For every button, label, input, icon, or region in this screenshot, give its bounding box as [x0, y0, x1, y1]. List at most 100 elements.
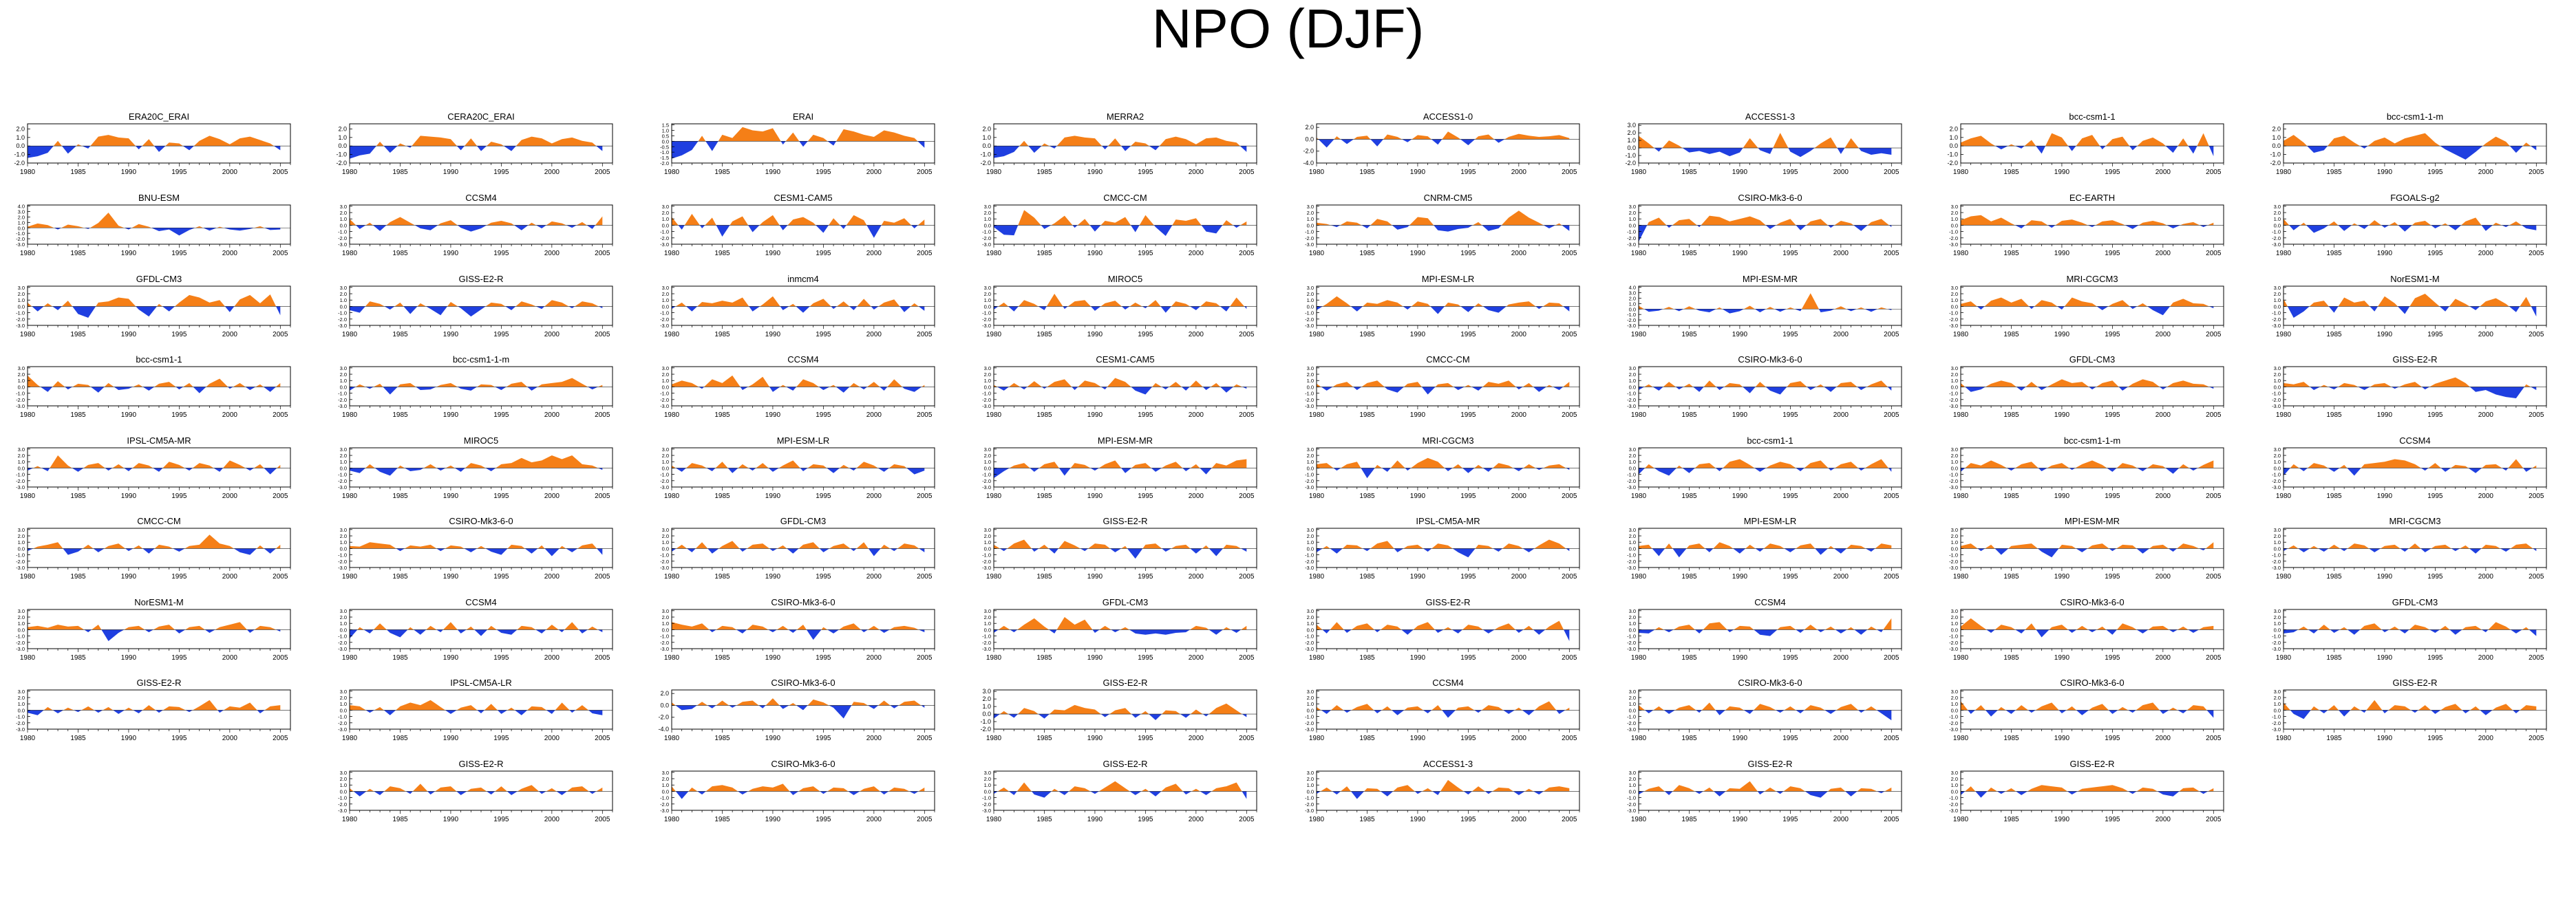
y-tick-label: 3.0	[18, 446, 25, 453]
panel-title: GISS-E2-R	[1747, 759, 1792, 769]
panel-title: CSIRO-Mk3-6-0	[771, 678, 835, 688]
panel-16: FGOALS-g2 3.02.01.00.0-1.0-2.0-3.0 1980 198…	[2272, 193, 2547, 257]
y-tick-label: 3.0	[1627, 122, 1636, 129]
panel-19: inmcm4 3.02.01.00.0-1.0-2.0-3.0 1980 1985 19…	[660, 274, 935, 338]
negative-area	[1961, 146, 2214, 157]
y-tick-label: -2.0	[1627, 720, 1636, 726]
x-tick-label: 1980	[342, 654, 358, 662]
panel-69: GISS-E2-R 3.02.01.00.0-1.0-2.0-3.0 1980 198…	[1627, 759, 1902, 823]
y-tick-label: -1.0	[660, 552, 669, 559]
x-tick-label: 2000	[1189, 816, 1204, 823]
x-tick-label: 1990	[1732, 573, 1748, 581]
y-tick-label: 1.0	[662, 378, 669, 384]
x-tick-label: 1995	[171, 331, 187, 338]
y-tick-label: -3.0	[338, 241, 347, 248]
y-tick-label: 1.0	[982, 134, 991, 141]
x-tick-label: 1985	[1681, 573, 1697, 581]
x-tick-label: 2000	[1189, 573, 1204, 581]
y-tick-label: 3.0	[340, 446, 347, 453]
y-tick-label: 0.0	[18, 225, 25, 231]
x-tick-label: 2000	[1511, 735, 1527, 742]
negative-area	[1639, 309, 1892, 314]
x-tick-label: 2005	[2529, 654, 2544, 662]
y-tick-label: 2.0	[18, 453, 25, 459]
x-tick-label: 1985	[1681, 493, 1697, 500]
panel-37: MRI-CGCM3 3.02.01.00.0-1.0-2.0-3.0 1980 198…	[1305, 435, 1580, 500]
panel-63: CSIRO-Mk3-6-0 3.02.01.00.0-1.0-2.0-3.0 198…	[1949, 678, 2224, 742]
x-tick-label: 1995	[1460, 250, 1476, 257]
panel-61: CCSM4 3.02.01.00.0-1.0-2.0-3.0 1980 1985 199…	[1305, 678, 1580, 742]
y-tick-label: 2.0	[984, 453, 991, 459]
negative-area	[350, 225, 603, 232]
y-tick-label: 1.0	[340, 620, 347, 627]
y-tick-label: 2.0	[984, 210, 991, 216]
x-tick-label: 1995	[1460, 411, 1476, 419]
panel-39: bcc-csm1-1-m 3.02.01.00.0-1.0-2.0-3.0 1980…	[1949, 435, 2224, 500]
panel-title: MPI-ESM-LR	[1744, 516, 1797, 526]
x-tick-label: 1995	[2105, 493, 2120, 500]
x-tick-label: 1980	[1953, 250, 1969, 257]
x-tick-label: 1990	[121, 411, 137, 419]
y-tick-label: -3.0	[2272, 323, 2281, 329]
y-tick-label: 3.0	[2274, 204, 2281, 210]
x-tick-label: 1990	[1732, 411, 1748, 419]
y-tick-label: -1.0	[14, 151, 25, 158]
y-tick-label: -1.0	[1627, 312, 1636, 318]
negative-area	[1961, 306, 2214, 316]
negative-area	[994, 629, 1247, 635]
x-tick-label: 1980	[986, 169, 1002, 176]
y-tick-label: -1.0	[1305, 552, 1314, 559]
x-tick-label: 2000	[866, 411, 882, 419]
panel-title: MPI-ESM-LR	[1422, 274, 1475, 284]
y-tick-label: 2.0	[1307, 210, 1314, 216]
y-tick-label: 2.0	[1307, 695, 1314, 701]
x-tick-label: 1995	[171, 250, 187, 257]
y-tick-label: -3.0	[1949, 565, 1958, 571]
y-tick-label: -2.0	[1949, 235, 1958, 241]
y-tick-label: 2.0	[662, 291, 669, 297]
x-tick-label: 2005	[595, 816, 610, 823]
panel-50: CCSM4 3.02.01.00.0-1.0-2.0-3.0 1980 1985 199…	[338, 597, 613, 662]
panel-title: CSIRO-Mk3-6-0	[2060, 597, 2124, 607]
x-tick-label: 1980	[664, 169, 680, 176]
y-tick-label: -2.0	[338, 640, 347, 646]
x-tick-label: 1985	[1036, 331, 1052, 338]
x-tick-label: 2000	[2478, 331, 2494, 338]
y-tick-label: -3.0	[1305, 565, 1314, 571]
x-tick-label: 1990	[1087, 411, 1103, 419]
positive-area	[1961, 618, 2214, 630]
y-tick-label: 2.0	[660, 690, 669, 697]
y-tick-label: -3.0	[338, 403, 347, 409]
x-tick-label: 1985	[2326, 250, 2342, 257]
y-tick-label: 1.0	[1629, 459, 1636, 465]
x-tick-label: 1985	[2003, 573, 2019, 581]
negative-area	[1961, 548, 2214, 558]
y-tick-label: -3.0	[1305, 323, 1314, 329]
y-tick-label: 0.0	[340, 303, 347, 310]
panel-title: FGOALS-g2	[2390, 193, 2440, 203]
panel-title: ERAI	[793, 111, 813, 122]
negative-area	[28, 146, 281, 158]
panel-4: MERRA2 2.0 1.00.0 -1.0 -2.0 1980 1985 1990 1995 2…	[980, 111, 1257, 176]
x-tick-label: 1985	[392, 654, 408, 662]
panel-14: CSIRO-Mk3-6-0 3.02.01.00.0-1.0-2.0-3.0 198…	[1627, 193, 1902, 257]
y-tick-label: -2.0	[338, 559, 347, 565]
negative-area	[994, 146, 1247, 158]
x-tick-label: 1990	[1087, 493, 1103, 500]
y-tick-label: -3.0	[16, 403, 25, 409]
negative-area	[28, 387, 281, 393]
x-tick-label: 1995	[1138, 493, 1153, 500]
x-tick-label: 2000	[544, 250, 560, 257]
y-tick-label: -3.0	[1949, 403, 1958, 409]
x-tick-label: 2005	[1239, 573, 1255, 581]
y-tick-label: 3.0	[1951, 608, 1958, 614]
y-tick-label: -2.0	[1627, 801, 1636, 808]
positive-area	[350, 542, 603, 549]
x-tick-label: 2005	[2206, 250, 2222, 257]
x-tick-label: 2000	[1833, 816, 1849, 823]
x-tick-label: 2000	[1511, 573, 1527, 581]
x-tick-label: 1990	[2377, 250, 2393, 257]
x-tick-label: 1995	[493, 735, 509, 742]
x-tick-label: 2000	[1511, 493, 1527, 500]
y-tick-label: 0.0	[18, 465, 25, 471]
